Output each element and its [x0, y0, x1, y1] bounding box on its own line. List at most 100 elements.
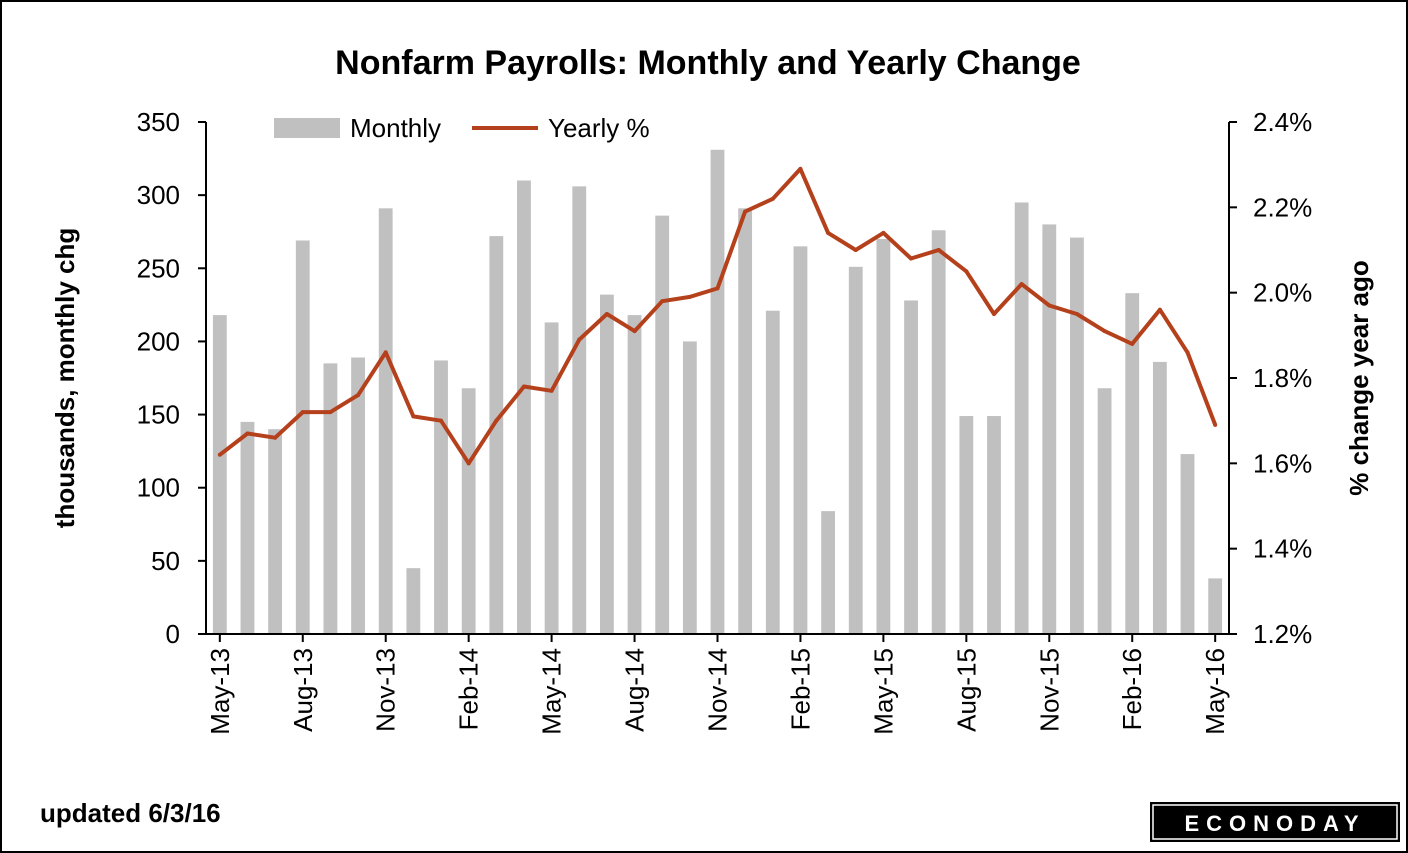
yearly-point [936, 248, 941, 252]
yearly-point [881, 230, 886, 235]
yearly-point [1019, 282, 1024, 287]
yearly-point [826, 230, 831, 235]
monthly-bar [904, 300, 918, 634]
monthly-bar [931, 230, 946, 634]
yearly-point [217, 452, 222, 457]
x-tick-label: Aug-14 [620, 648, 650, 732]
yearly-point [604, 312, 609, 316]
monthly-bar [876, 239, 891, 634]
x-tick-label: Feb-14 [454, 648, 484, 730]
yearly-point [1074, 312, 1079, 316]
left-tick-label: 250 [137, 253, 180, 283]
monthly-bar [1125, 293, 1140, 634]
x-tick-label: Feb-15 [785, 648, 815, 730]
yearly-point [328, 410, 333, 415]
yearly-point [577, 337, 582, 342]
monthly-bar [655, 215, 670, 634]
yearly-point [743, 209, 748, 214]
monthly-bar [240, 421, 255, 634]
monthly-bar [323, 363, 338, 634]
monthly-bar [599, 294, 614, 634]
yearly-point [1102, 329, 1107, 334]
x-tick-label: Nov-15 [1034, 648, 1064, 732]
yearly-point [1130, 341, 1135, 346]
left-tick-label: 300 [137, 180, 180, 210]
right-tick-label: 1.2% [1253, 619, 1312, 649]
econoday-logo: ECONODAY [1150, 802, 1400, 842]
left-tick-label: 50 [151, 546, 180, 576]
x-tick-label: Nov-13 [371, 648, 401, 732]
monthly-bar [710, 149, 725, 634]
yearly-line-layer [217, 166, 1218, 466]
x-tick-label: Aug-15 [951, 648, 981, 732]
yearly-point [549, 388, 554, 393]
monthly-bar [212, 315, 227, 634]
monthly-bar [1180, 454, 1195, 634]
yearly-point [632, 329, 637, 334]
legend-yearly-label: Yearly % [548, 113, 650, 143]
monthly-bar [295, 240, 310, 634]
legend-monthly-label: Monthly [350, 113, 441, 143]
chart-title: Nonfarm Payrolls: Monthly and Yearly Cha… [335, 44, 1081, 82]
yearly-point [356, 393, 361, 398]
legend: Monthly Yearly % [274, 113, 650, 143]
monthly-bar [378, 208, 393, 634]
yearly-point [660, 299, 665, 304]
monthly-bar [682, 341, 697, 634]
right-tick-label: 2.0% [1253, 278, 1312, 308]
legend-monthly-swatch [274, 118, 340, 138]
yearly-point [1047, 303, 1052, 308]
x-tick-label: May-15 [868, 648, 898, 735]
monthly-bars [212, 149, 1223, 635]
left-tick-label: 150 [137, 400, 180, 430]
monthly-bar [848, 266, 863, 634]
logo-text: ECONODAY [1184, 811, 1365, 836]
left-tick-label: 200 [137, 326, 180, 356]
yearly-point [273, 435, 278, 440]
yearly-point [853, 248, 858, 252]
left-axis-ticks: 0 50 100 150 200 250 300 350 [137, 107, 206, 649]
monthly-bar [268, 429, 283, 634]
monthly-bar [351, 357, 365, 634]
updated-note: updated 6/3/16 [40, 798, 221, 828]
right-axis-label: % change year ago [1344, 260, 1374, 496]
monthly-bar [765, 310, 780, 634]
monthly-bar [1070, 237, 1084, 634]
left-tick-label: 0 [166, 619, 180, 649]
monthly-bar [627, 315, 642, 634]
monthly-bar [793, 246, 808, 635]
x-axis-ticks: May-13 Aug-13 Nov-13 Feb-14 May-14 Aug-14 Nov-… [205, 634, 1230, 735]
yearly-point [715, 286, 720, 291]
yearly-point [964, 269, 969, 274]
yearly-point [1185, 350, 1190, 355]
right-tick-label: 1.6% [1253, 448, 1312, 478]
yearly-point [909, 256, 914, 261]
monthly-bar [821, 511, 836, 634]
monthly-bar [489, 236, 504, 635]
monthly-bar [544, 322, 559, 634]
monthly-bar [1097, 388, 1112, 634]
monthly-bar [461, 388, 476, 634]
yearly-point [687, 294, 692, 299]
yearly-point [245, 431, 250, 436]
yearly-point [991, 312, 996, 316]
monthly-bar [406, 568, 421, 634]
yearly-point [466, 461, 471, 466]
right-axis-ticks: 1.2% 1.4% 1.6% 1.8% 2.0% 2.2% 2.4% [1229, 107, 1312, 649]
right-tick-label: 1.8% [1253, 363, 1312, 393]
yearly-point [1213, 422, 1218, 427]
left-tick-label: 100 [137, 473, 180, 503]
monthly-bar [1042, 224, 1057, 634]
yearly-point [1157, 307, 1162, 312]
yearly-point [770, 196, 775, 201]
yearly-point [383, 350, 388, 355]
left-axis-label: thousands, monthly chg [50, 228, 80, 528]
yearly-point [521, 384, 526, 389]
monthly-bar [959, 416, 974, 634]
x-tick-label: May-16 [1200, 648, 1230, 735]
x-tick-label: May-14 [537, 648, 567, 735]
x-tick-label: Feb-16 [1117, 648, 1147, 730]
monthly-bar [517, 180, 531, 634]
